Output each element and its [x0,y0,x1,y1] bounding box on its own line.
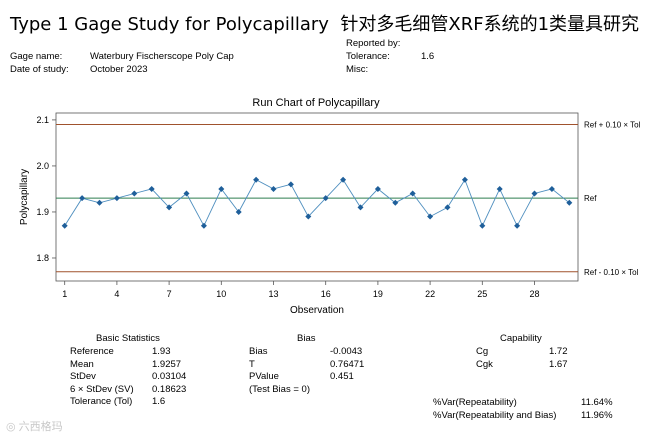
data-point-26 [496,185,503,192]
date-label: Date of study: [10,64,69,75]
data-point-22 [427,213,434,220]
x-tick-label-9: 28 [529,289,539,299]
x-tick-label-2: 7 [167,289,172,299]
bias-label-2: PValue [249,371,279,383]
y-axis-label: Polycapillary [19,169,30,225]
data-point-11 [235,208,242,215]
data-point-19 [374,185,381,192]
basic-stat-label-4: Tolerance (Tol) [70,396,133,408]
series-line [64,178,570,227]
percent-var-value-0: 11.64% [581,397,613,408]
data-point-4 [113,195,120,202]
basic-stat-value-0: 1.93 [152,346,171,357]
reference-label-0: Ref + 0.10 × Tol [584,121,641,130]
data-series [61,176,573,229]
bias-label-3: (Test Bias = 0) [249,383,310,395]
data-point-21 [409,190,416,197]
basic-stat-value-3: 0.18623 [152,383,187,395]
bias-label-1: T [249,358,255,370]
y-tick-label-0: 1.8 [36,253,49,263]
reported-by-label: Reported by: [346,38,401,49]
x-tick-label-4: 13 [268,289,278,299]
bias-value-0: -0.0043 [330,346,363,357]
data-point-7 [166,204,173,211]
capability-label-1: Cgk [476,358,493,370]
data-point-2 [79,195,86,202]
basic-stat-label-1: Mean [70,358,94,370]
data-point-23 [444,204,451,211]
data-point-16 [322,195,329,202]
x-tick-label-6: 19 [373,289,383,299]
data-point-20 [392,199,399,206]
basic-stat-label-3: 6 × StDev (SV) [70,383,134,395]
data-point-27 [514,222,521,229]
x-tick-label-1: 4 [114,289,119,299]
data-point-9 [200,222,207,229]
basic-stat-label-0: Reference [70,346,114,357]
basic-stat-label-2: StDev [70,371,96,383]
x-axis: 1 4 7 10 13 16 19 22 25 28 [62,281,540,299]
run-chart: Run Chart of Polycapillary Ref + 0.10 × … [19,97,641,316]
tolerance-label: Tolerance: [346,51,390,62]
percent-var-value-1: 11.96% [581,409,613,421]
data-point-13 [270,185,277,192]
data-point-15 [305,213,312,220]
x-tick-label-3: 10 [216,289,226,299]
x-tick-label-7: 22 [425,289,435,299]
misc-label: Misc: [346,64,369,75]
plot-frame [55,112,579,282]
x-tick-label-0: 1 [62,289,67,299]
data-point-25 [479,222,486,229]
date-value: October 2023 [90,64,148,75]
data-point-10 [218,185,225,192]
chart-title: Run Chart of Polycapillary [252,97,380,109]
capability-value-0: 1.72 [549,346,568,357]
data-point-17 [340,176,347,183]
x-tick-label-8: 25 [477,289,487,299]
gage-name-value: Waterbury Fischerscope Poly Cap [90,51,234,62]
data-point-24 [461,176,468,183]
bias-heading: Bias [297,333,316,344]
bias-value-2: 0.451 [330,371,354,383]
bias-label-0: Bias [249,346,268,357]
tolerance-value: 1.6 [421,51,435,62]
percent-var-label-0: %Var(Repeatability) [433,397,517,408]
data-point-18 [357,204,364,211]
reference-lines: Ref + 0.10 × Tol Ref Ref - 0.10 × Tol [56,121,641,277]
x-axis-label: Observation [290,305,344,316]
reference-label-2: Ref - 0.10 × Tol [584,268,639,277]
y-tick-label-1: 1.9 [36,207,49,217]
bias-value-1: 0.76471 [330,358,365,370]
y-axis: 1.8 1.9 2.0 2.1 [36,115,56,263]
capability-label-0: Cg [476,346,489,357]
data-point-6 [148,185,155,192]
data-point-5 [131,190,138,197]
reference-label-1: Ref [584,194,597,203]
basic-stat-value-1: 1.9257 [152,358,182,370]
data-point-28 [531,190,538,197]
data-point-3 [96,199,103,206]
y-tick-label-2: 2.0 [36,161,49,171]
x-tick-label-5: 16 [321,289,331,299]
data-point-8 [183,190,190,197]
title-en: Type 1 Gage Study for Polycapillary [10,14,329,35]
data-point-1 [61,222,68,229]
basic-stats-heading: Basic Statistics [96,333,160,344]
capability-value-1: 1.67 [549,358,568,370]
basic-stat-value-2: 0.03104 [152,371,187,383]
capability-heading: Capability [500,333,542,344]
basic-stat-value-4: 1.6 [152,396,166,408]
percent-var-label-1: %Var(Repeatability and Bias) [433,409,557,421]
y-tick-label-3: 2.1 [36,115,49,125]
watermark: ◎ 六西格玛 [6,421,63,433]
data-point-30 [566,199,573,206]
title-cn: 针对多毛细管XRF系统的1类量具研究 [340,14,640,35]
page-title: Type 1 Gage Study for Polycapillary 针对多毛… [10,10,639,36]
watermark-text: 六西格玛 [18,421,63,433]
data-point-14 [287,181,294,188]
gage-name-label: Gage name: [10,51,63,62]
data-point-29 [548,185,555,192]
data-point-12 [253,176,260,183]
